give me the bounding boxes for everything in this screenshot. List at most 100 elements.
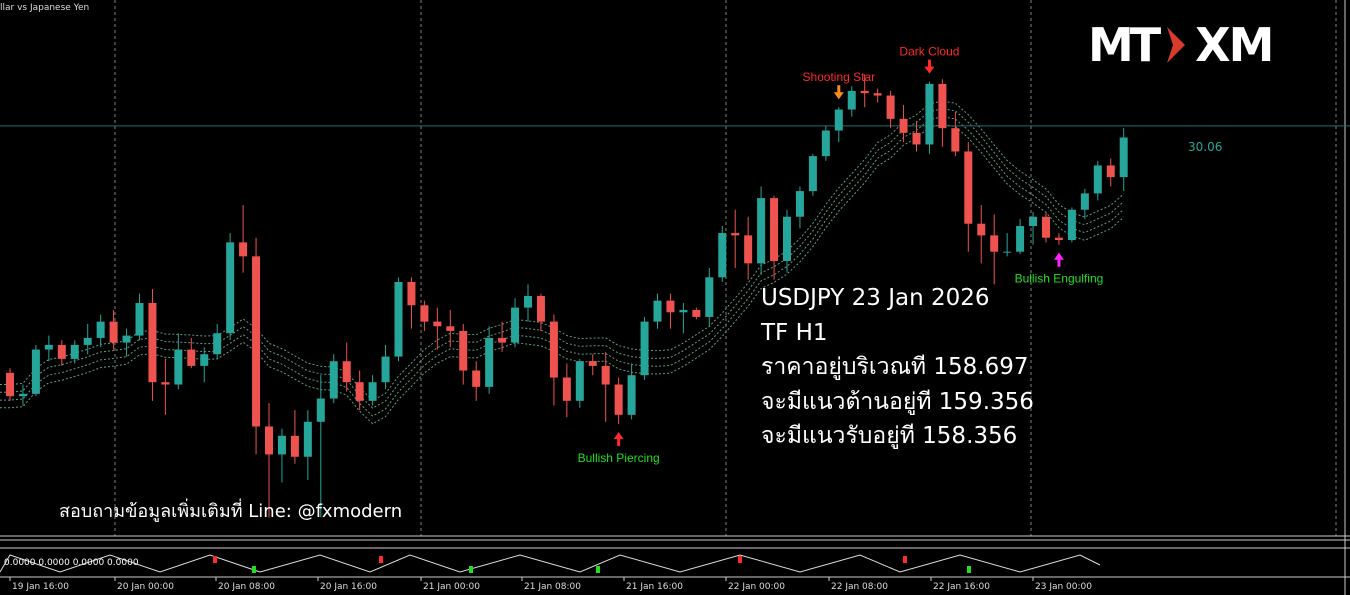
candle <box>511 298 520 348</box>
candle <box>57 340 66 366</box>
candle <box>226 233 235 341</box>
candle-body <box>498 337 507 343</box>
candle-body <box>1054 237 1063 241</box>
candle <box>1080 188 1089 220</box>
candle <box>161 358 170 415</box>
candle-body <box>1106 165 1115 178</box>
indicator-subwindow[interactable] <box>0 539 1350 578</box>
candle <box>834 107 843 143</box>
candle-body <box>148 302 157 383</box>
price-level-label: 30.06 <box>1188 140 1223 154</box>
candle <box>70 340 79 364</box>
candle <box>679 302 688 334</box>
pattern-label: Dark Cloud <box>899 45 959 59</box>
candle <box>1042 212 1050 243</box>
candle <box>498 321 507 352</box>
candle <box>342 342 351 392</box>
signal-bar <box>903 556 907 563</box>
candle-body <box>744 235 753 264</box>
candle-body <box>731 233 740 236</box>
candle <box>1016 219 1025 255</box>
candle-body <box>485 337 494 387</box>
candle-body <box>562 377 571 401</box>
arrow-up-icon <box>613 432 624 447</box>
candle-body <box>44 344 53 350</box>
candle-body <box>873 93 882 96</box>
candle-body <box>252 256 261 427</box>
symbol-title: llar vs Japanese Yen <box>0 3 90 13</box>
info-line-timeframe: TF H1 <box>761 319 828 346</box>
signal-bar <box>596 566 600 573</box>
candle-body <box>70 344 79 359</box>
candle <box>265 403 273 518</box>
candle <box>122 328 131 357</box>
candle <box>135 293 144 341</box>
candle <box>601 351 610 422</box>
candle <box>1003 233 1012 257</box>
candle <box>109 309 118 350</box>
candle <box>653 293 662 329</box>
candle-body <box>575 361 584 401</box>
candle-body <box>821 130 830 157</box>
candle-body <box>705 277 714 317</box>
candle-body <box>290 435 299 457</box>
candle-body <box>329 361 338 399</box>
candle <box>964 142 973 252</box>
candle-body <box>394 281 403 357</box>
candle-body <box>990 235 999 252</box>
candle <box>718 226 727 282</box>
candle-body <box>808 156 817 192</box>
candle-body <box>640 321 649 376</box>
candle <box>44 335 53 362</box>
candle-body <box>964 151 973 224</box>
signal-bar <box>738 556 742 563</box>
candle-body <box>1093 165 1102 194</box>
candle <box>614 377 623 425</box>
info-line-current-price: ราคาอยู่บริเวณที 158.697 <box>761 354 1029 380</box>
candle <box>485 326 494 394</box>
candle-body <box>109 321 118 343</box>
candle <box>627 363 636 420</box>
candle-body <box>977 223 986 236</box>
candle <box>524 284 532 322</box>
broker-logo: MT XM <box>1088 18 1274 72</box>
candle-body <box>718 233 727 278</box>
candle-body <box>200 354 209 366</box>
time-axis-label: 22 Jan 08:00 <box>831 582 888 592</box>
candle-body <box>834 109 843 131</box>
candle <box>31 344 40 397</box>
candle-body <box>601 365 610 385</box>
signal-bar <box>469 566 473 573</box>
time-axis-label: 21 Jan 00:00 <box>423 582 480 592</box>
candle <box>303 410 312 481</box>
candle-body <box>770 198 779 262</box>
candle <box>200 347 209 383</box>
candle-body <box>446 326 455 331</box>
candle <box>899 104 908 143</box>
candle <box>316 375 325 518</box>
candle-body <box>31 349 40 394</box>
candle <box>847 86 856 117</box>
candle <box>239 205 248 273</box>
candle-body <box>549 321 558 378</box>
candle-body <box>407 281 416 306</box>
candle <box>446 309 455 348</box>
candle <box>1067 207 1076 243</box>
candle-body <box>355 382 364 401</box>
candle <box>83 323 92 355</box>
analysis-text-block: USDJPY 23 Jan 2026 TF H1 ราคาอยู่บริเวณท… <box>761 281 1034 454</box>
candle-body <box>912 132 921 145</box>
candle-body <box>277 435 286 455</box>
candle <box>860 74 869 108</box>
candle-body <box>692 309 701 317</box>
candle-body <box>303 421 312 457</box>
candle-body <box>1080 193 1089 210</box>
candle-body <box>459 330 468 371</box>
candle-body <box>161 382 170 385</box>
indicator-values: 0.0000 0.0000 0.0000 0.0000 <box>4 558 139 568</box>
time-axis-label: 20 Jan 00:00 <box>117 582 174 592</box>
candle-body <box>226 242 235 334</box>
pattern-label: Bullish Engulfing <box>1015 272 1104 286</box>
